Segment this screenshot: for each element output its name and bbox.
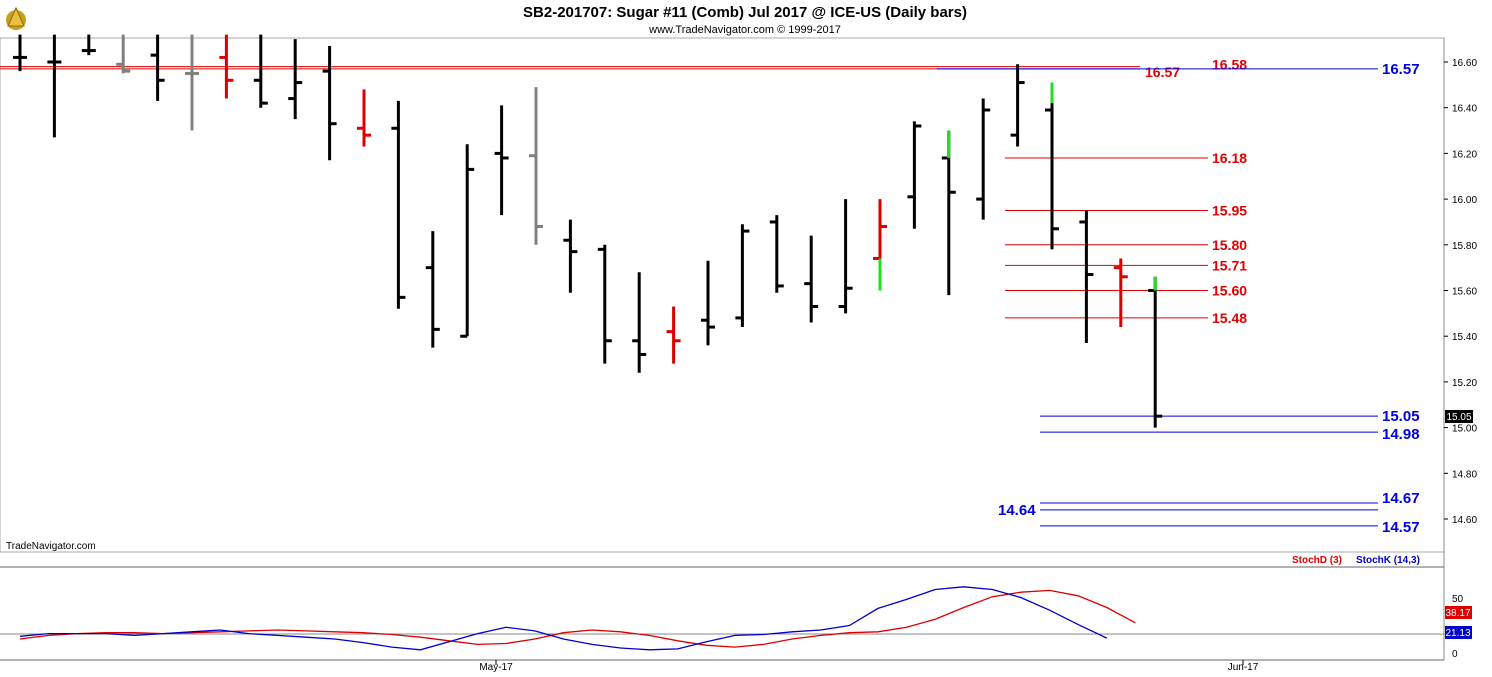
ohlc-bars [13, 34, 1163, 428]
ohlc-bar [391, 100, 406, 309]
ohlc-bar [632, 272, 647, 373]
stoch-k-last-box [1445, 626, 1472, 639]
levels-layer: 16.58 16.57 16.18 15.95 15.80 15.71 15.60 15.48… [0, 57, 1420, 536]
date-label-jun: Jun-17 [1228, 662, 1259, 673]
ohlc-bar [701, 260, 715, 346]
level-label: 15.80 [1212, 237, 1247, 253]
price-tick-label: 16.20 [1452, 149, 1477, 160]
ohlc-bar [666, 306, 681, 364]
price-axis-ticks: 16.60 16.40 16.20 16.00 15.80 15.60 15.40 15.20… [1444, 58, 1477, 526]
stoch-d-last-box [1445, 606, 1472, 619]
watermark-text: TradeNavigator.com [6, 541, 96, 552]
ohlc-bar [907, 121, 922, 229]
ohlc-bar [425, 231, 440, 348]
ohlc-bar [219, 34, 234, 99]
level-label: 15.05 [1382, 408, 1420, 425]
price-tick-label: 15.00 [1452, 424, 1477, 435]
ohlc-bar [494, 105, 509, 216]
ohlc-bar [185, 34, 199, 131]
price-tick-label: 16.40 [1452, 104, 1477, 115]
stoch-d-line [19, 589, 1136, 648]
ohlc-bar [838, 199, 853, 314]
stoch-tick-50: 50 [1452, 594, 1464, 605]
last-price-label: 15.05 [1446, 412, 1471, 423]
level-label: 14.67 [1382, 490, 1420, 507]
price-tick-label: 16.00 [1452, 195, 1477, 206]
ohlc-bar [1045, 82, 1059, 250]
ohlc-bar [804, 235, 819, 323]
ohlc-bar [253, 34, 268, 108]
ohlc-bar [116, 34, 131, 74]
ohlc-bar [322, 46, 337, 161]
price-tick-label: 14.60 [1452, 515, 1477, 526]
price-tick-label: 15.20 [1452, 378, 1477, 389]
stoch-tick-0: 0 [1452, 649, 1458, 660]
ohlc-bar [1010, 64, 1025, 147]
stoch-d-last-label: 38.17 [1445, 608, 1470, 619]
level-label: 16.58 [1212, 57, 1247, 73]
ohlc-bar [1079, 210, 1094, 344]
ohlc-bar [460, 144, 475, 338]
ohlc-bar [288, 39, 303, 120]
level-label: 15.71 [1212, 257, 1247, 273]
ohlc-bar [13, 34, 27, 72]
ohlc-bar [529, 87, 543, 245]
stoch-k-label: StochK (14,3) [1356, 555, 1420, 566]
price-tick-label: 15.80 [1452, 241, 1477, 252]
chart-subtitle: www.TradeNavigator.com © 1999-2017 [648, 24, 841, 36]
ohlc-bar [735, 224, 750, 328]
ohlc-bar [47, 34, 62, 138]
level-label: 14.64 [998, 502, 1036, 519]
price-tick-label: 15.40 [1452, 332, 1477, 343]
price-tick-label: 16.60 [1452, 58, 1477, 69]
level-label: 15.60 [1212, 283, 1247, 299]
stoch-k-last-label: 21.13 [1445, 628, 1470, 639]
level-label: 14.57 [1382, 519, 1420, 536]
logo-icon [6, 6, 26, 30]
stoch-k-line [19, 586, 1108, 651]
level-label: 16.57 [1382, 61, 1420, 78]
level-label: 14.98 [1382, 426, 1420, 443]
ohlc-bar [597, 244, 612, 364]
stoch-d-label: StochD (3) [1292, 555, 1342, 566]
level-label: 16.57 [1145, 64, 1180, 80]
ohlc-bar [976, 98, 991, 220]
ohlc-bar [150, 34, 165, 101]
ohlc-bar [1148, 276, 1163, 428]
date-label-may: May-17 [479, 662, 513, 673]
level-label: 16.18 [1212, 150, 1247, 166]
chart-title: SB2-201707: Sugar #11 (Comb) Jul 2017 @ … [523, 4, 967, 21]
ohlc-bar [563, 219, 578, 293]
ohlc-bar [357, 89, 371, 147]
ohlc-bar [1113, 258, 1128, 328]
price-tick-label: 15.60 [1452, 287, 1477, 298]
level-label: 15.95 [1212, 203, 1247, 219]
ohlc-bar [81, 34, 96, 56]
level-label: 15.48 [1212, 310, 1247, 326]
ohlc-bar [769, 215, 784, 293]
stochastic-lines [19, 586, 1136, 651]
last-price-box [1445, 410, 1473, 423]
price-tick-label: 14.80 [1452, 469, 1477, 480]
